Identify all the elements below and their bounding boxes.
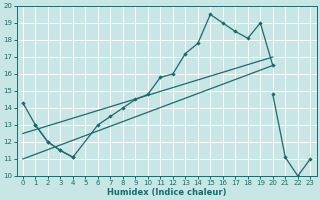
- X-axis label: Humidex (Indice chaleur): Humidex (Indice chaleur): [107, 188, 226, 197]
